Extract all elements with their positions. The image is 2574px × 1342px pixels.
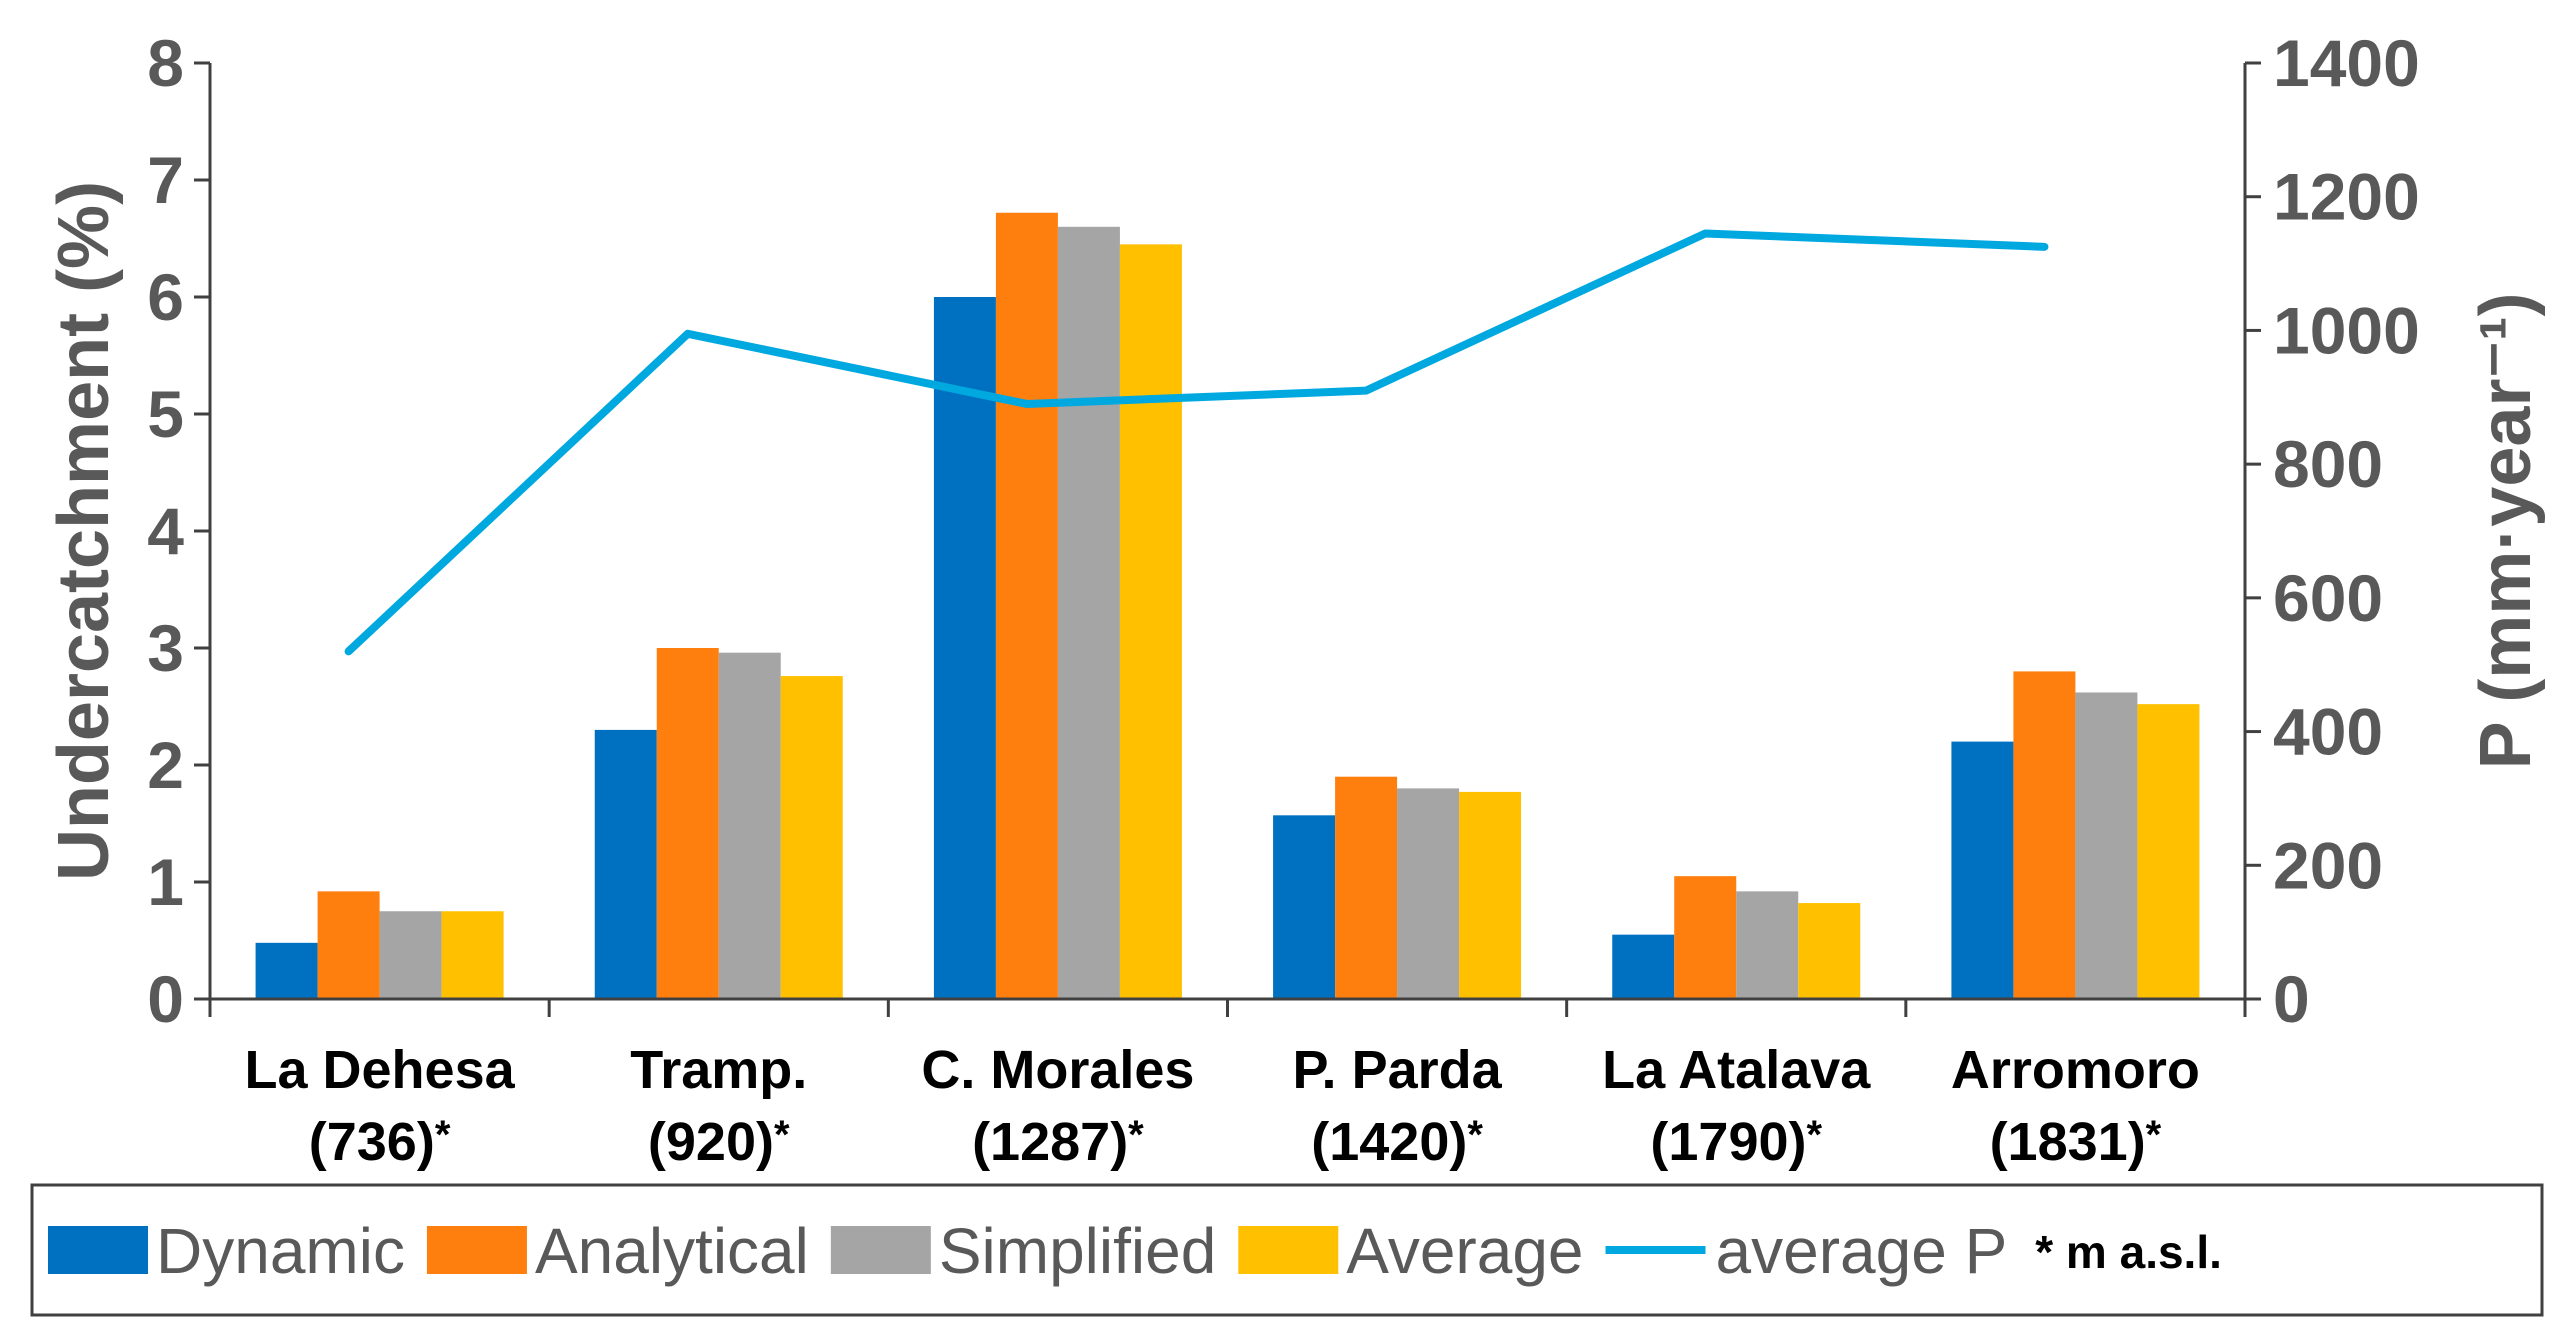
left-tick-label: 8 xyxy=(147,26,184,100)
bar-dynamic-2 xyxy=(594,729,657,999)
bar-average-1 xyxy=(441,911,504,999)
category-label-altitude: (1831)* xyxy=(1990,1112,2162,1172)
legend-swatch-average xyxy=(1238,1226,1339,1274)
left-tick-label: 3 xyxy=(147,611,184,685)
bar-average-5 xyxy=(1798,903,1861,999)
altitude-asterisk: * xyxy=(435,1113,451,1157)
bar-average-6 xyxy=(2137,704,2200,999)
left-tick-label: 2 xyxy=(147,728,184,802)
bar-dynamic-6 xyxy=(1951,741,2014,999)
y2-axis-title: P (mm·year⁻¹) xyxy=(2466,293,2546,770)
left-tick-label: 0 xyxy=(147,962,184,1036)
bar-dynamic-1 xyxy=(255,942,318,999)
legend-label-average-p: average P xyxy=(1716,1215,2008,1287)
bar-analytical-6 xyxy=(2013,671,2076,999)
bar-average-4 xyxy=(1459,791,1522,999)
category-label-name: Tramp. xyxy=(630,1040,807,1100)
bar-average-3 xyxy=(1119,244,1182,1000)
legend-swatch-analytical xyxy=(426,1226,527,1274)
category-label-name: Arromoro xyxy=(1951,1040,2200,1100)
legend-label-dynamic: Dynamic xyxy=(156,1215,405,1287)
right-tick-label: 0 xyxy=(2273,962,2310,1036)
category-label-altitude: (736)* xyxy=(309,1112,451,1172)
legend-label-simplified: Simplified xyxy=(939,1215,1216,1287)
category-label-altitude: (1790)* xyxy=(1650,1112,1822,1172)
category-label-altitude: (920)* xyxy=(648,1112,790,1172)
altitude-asterisk: * xyxy=(1467,1113,1483,1157)
bar-analytical-3 xyxy=(995,212,1058,999)
altitude-asterisk: * xyxy=(1807,1113,1823,1157)
bar-simplified-2 xyxy=(718,652,781,999)
category-label-altitude: (1420)* xyxy=(1311,1112,1483,1172)
bar-simplified-1 xyxy=(379,911,442,999)
category-label-name: P. Parda xyxy=(1293,1040,1503,1100)
category-label-name: C. Morales xyxy=(921,1040,1194,1100)
bar-simplified-6 xyxy=(2075,692,2138,999)
right-tick-label: 400 xyxy=(2273,695,2383,769)
bar-analytical-2 xyxy=(656,648,719,999)
category-label-name: La Dehesa xyxy=(245,1040,516,1100)
right-tick-label: 1000 xyxy=(2273,293,2420,367)
average-p-line xyxy=(344,229,2049,656)
altitude-asterisk: * xyxy=(2146,1113,2162,1157)
bar-dynamic-4 xyxy=(1273,815,1336,999)
legend-label-average: Average xyxy=(1346,1215,1583,1287)
bar-dynamic-3 xyxy=(933,297,996,999)
left-tick-label: 4 xyxy=(147,494,184,568)
bar-simplified-3 xyxy=(1057,226,1120,1000)
left-tick-label: 6 xyxy=(147,260,184,334)
bar-simplified-5 xyxy=(1736,891,1799,999)
category-label-altitude: (1287)* xyxy=(972,1112,1144,1172)
altitude-asterisk: * xyxy=(774,1113,790,1157)
right-tick-label: 200 xyxy=(2273,828,2383,902)
legend-label-analytical: Analytical xyxy=(535,1215,809,1287)
bar-simplified-4 xyxy=(1397,788,1460,999)
bar-analytical-4 xyxy=(1335,776,1398,999)
bar-dynamic-5 xyxy=(1612,934,1675,999)
left-tick-label: 5 xyxy=(147,377,184,451)
y-axis-title: Undercatchment (%) xyxy=(44,181,124,881)
altitude-asterisk: * xyxy=(1128,1113,1144,1157)
legend-note-masl: * m a.s.l. xyxy=(2035,1226,2222,1278)
category-label-name: La Atalava xyxy=(1602,1040,1871,1100)
legend-swatch-dynamic xyxy=(48,1226,148,1274)
left-tick-label: 1 xyxy=(147,845,184,919)
right-tick-label: 1200 xyxy=(2273,160,2420,234)
right-tick-label: 600 xyxy=(2273,561,2383,635)
legend-swatch-simplified xyxy=(830,1226,931,1274)
bar-analytical-5 xyxy=(1674,876,1737,999)
right-tick-label: 1400 xyxy=(2273,26,2420,100)
left-tick-label: 7 xyxy=(147,143,184,217)
bar-analytical-1 xyxy=(317,891,380,999)
bar-average-2 xyxy=(780,676,843,999)
right-tick-label: 800 xyxy=(2273,427,2383,501)
